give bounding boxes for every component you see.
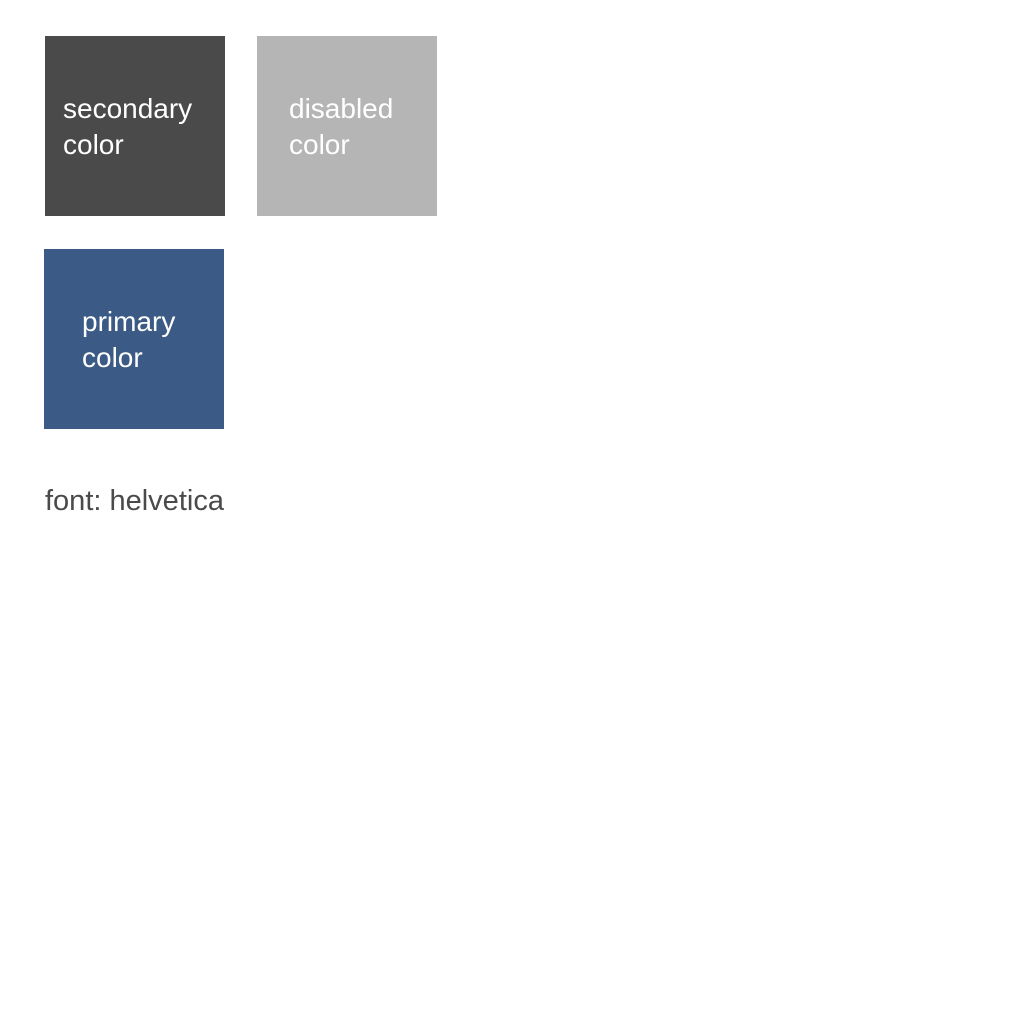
primary-color-swatch: primary color (44, 249, 224, 429)
disabled-color-label: disabled color (289, 91, 393, 163)
primary-color-label: primary color (82, 304, 175, 376)
secondary-color-label: secondary color (63, 91, 192, 163)
disabled-color-label-line2: color (289, 129, 350, 160)
secondary-color-swatch: secondary color (45, 36, 225, 216)
primary-color-label-line1: primary (82, 306, 176, 337)
disabled-color-swatch: disabled color (257, 36, 437, 216)
primary-color-label-line2: color (82, 342, 143, 373)
disabled-color-label-line1: disabled (289, 93, 394, 124)
font-note: font: helvetica (45, 485, 224, 517)
secondary-color-label-line1: secondary (63, 93, 193, 124)
secondary-color-label-line2: color (63, 129, 124, 160)
